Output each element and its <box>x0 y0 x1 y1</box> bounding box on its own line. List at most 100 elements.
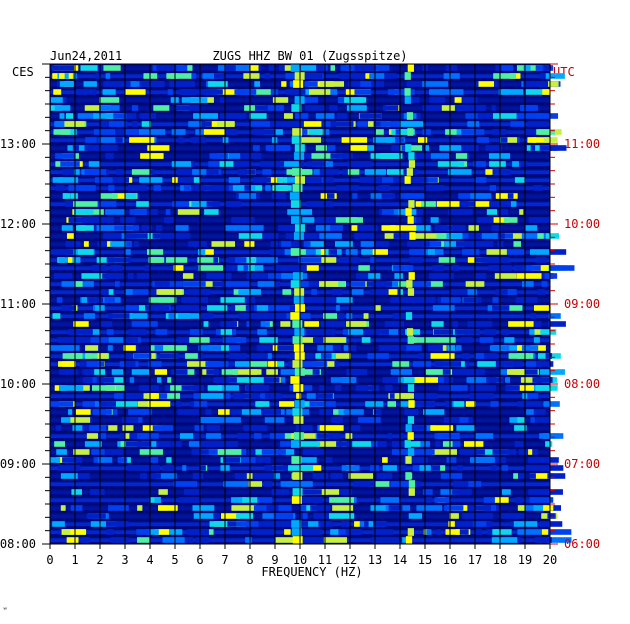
spectrogram-cell <box>230 257 247 263</box>
spectrogram-cell <box>426 449 435 455</box>
spectrogram-cell <box>306 161 325 167</box>
spectrogram-cell <box>533 409 546 415</box>
spectrogram-cell <box>422 105 445 111</box>
spectrogram-cell <box>394 273 404 279</box>
spectrogram-cell <box>277 345 298 351</box>
spectrogram-cell <box>142 425 162 431</box>
spectrogram-cell <box>182 273 194 279</box>
spectrogram-cell <box>336 297 353 303</box>
spectrogram-cell <box>320 249 326 255</box>
spectrogram-cell <box>73 449 90 455</box>
spectrogram-cell <box>186 297 209 303</box>
spectrogram-cell <box>173 481 198 487</box>
spectrogram-cell <box>231 497 247 503</box>
spectrogram-cell <box>265 145 291 151</box>
spectrogram-cell <box>449 513 459 519</box>
spectrogram-cell <box>285 233 295 239</box>
spectrogram-cell <box>216 121 235 127</box>
spectrogram-cell <box>51 249 74 255</box>
spectrogram-cell <box>379 185 391 191</box>
spectrogram-cell <box>186 289 211 295</box>
frequency-tick-label: 14 <box>393 553 407 567</box>
spectrogram-cell <box>59 369 78 375</box>
spectrogram-cell <box>158 441 170 447</box>
spectrogram-cell <box>391 449 412 455</box>
spectrogram-cell <box>56 297 63 303</box>
spectrogram-cell <box>171 129 186 135</box>
spectrogram-cell <box>425 145 429 151</box>
spectrogram-cell <box>474 273 487 279</box>
spectrogram-cell <box>348 81 370 87</box>
spectrogram-cell <box>243 225 264 231</box>
spectrogram-cell <box>297 337 316 343</box>
spectrogram-cell <box>364 329 389 335</box>
spectrogram-cell <box>446 457 457 463</box>
spectrogram-cell <box>392 177 416 183</box>
spectrogram-cell <box>103 233 125 239</box>
spectrogram-cell <box>403 377 415 383</box>
spectrogram-cell <box>146 529 159 535</box>
spectrogram-cell <box>354 89 372 95</box>
spectrogram-cell <box>545 441 553 447</box>
spectrogram-cell <box>150 289 158 295</box>
spectrogram-cell <box>500 369 514 375</box>
spectrogram-cell <box>195 129 206 135</box>
spectrogram-cell <box>432 305 455 311</box>
spectrogram-cell <box>394 393 411 399</box>
spectrogram-cell <box>330 153 354 159</box>
spectrogram-cell <box>534 537 552 543</box>
spectrogram-cell <box>319 385 326 391</box>
spectrogram-cell <box>315 145 327 151</box>
right-time-tick-label: 08:00 <box>564 377 600 391</box>
spectrogram-cell <box>518 473 526 479</box>
spectrogram-cell <box>477 113 498 119</box>
spectrogram-cell <box>320 81 345 87</box>
spectrogram-cell <box>404 409 419 415</box>
spectrogram-band-cell <box>293 296 304 304</box>
spectrogram-cell <box>189 73 197 79</box>
spectrogram-cell <box>204 209 219 215</box>
spectrogram-cell <box>495 65 502 71</box>
spectrogram-cell <box>493 217 510 223</box>
spectrogram-cell <box>489 161 506 167</box>
spectrogram-cell <box>507 193 514 199</box>
spectrogram-cell <box>266 353 272 359</box>
spectrogram-cell <box>305 105 326 111</box>
spectrogram-cell <box>422 489 433 495</box>
frequency-tick-label: 10 <box>293 553 307 567</box>
spectrogram-cell <box>221 513 241 519</box>
spectrogram-cell <box>335 489 353 495</box>
spectrogram-cell <box>528 385 543 391</box>
spectrogram-cell <box>197 281 222 287</box>
spectrogram-cell <box>383 473 393 479</box>
spectrogram-cell <box>232 393 260 399</box>
spectrogram-cell <box>207 385 222 391</box>
spectrogram-cell <box>492 529 499 535</box>
spectrogram-cell <box>478 393 494 399</box>
spectrogram-cell <box>82 377 93 383</box>
spectrogram-cell <box>372 249 388 255</box>
spectrogram-cell <box>338 409 344 415</box>
spectrogram-cell <box>447 441 461 447</box>
spectrogram-cell <box>100 193 118 199</box>
spectrogram-cell <box>363 65 390 71</box>
spectrogram-cell <box>412 361 432 367</box>
spectrogram-band-cell <box>407 216 414 224</box>
spectrogram-cell <box>428 273 454 279</box>
spectrogram-cell <box>173 353 180 359</box>
spectrogram-cell <box>530 145 536 151</box>
right-time-tick-label: 07:00 <box>564 457 600 471</box>
spectrogram-cell <box>498 345 524 351</box>
spectrogram-cell <box>111 369 124 375</box>
spectrogram-cell <box>275 185 292 191</box>
spectrogram-cell <box>53 89 62 95</box>
spectrogram-cell <box>288 465 314 471</box>
spectrogram-cell <box>466 289 477 295</box>
spectrogram-cell <box>50 457 61 463</box>
spectrogram-cell <box>294 441 321 447</box>
spectrogram-cell <box>245 305 253 311</box>
frequency-tick-label: 17 <box>468 553 482 567</box>
spectrogram-band-cell <box>405 456 412 464</box>
spectrogram-cell <box>444 241 465 247</box>
spectrogram-cell <box>403 345 422 351</box>
